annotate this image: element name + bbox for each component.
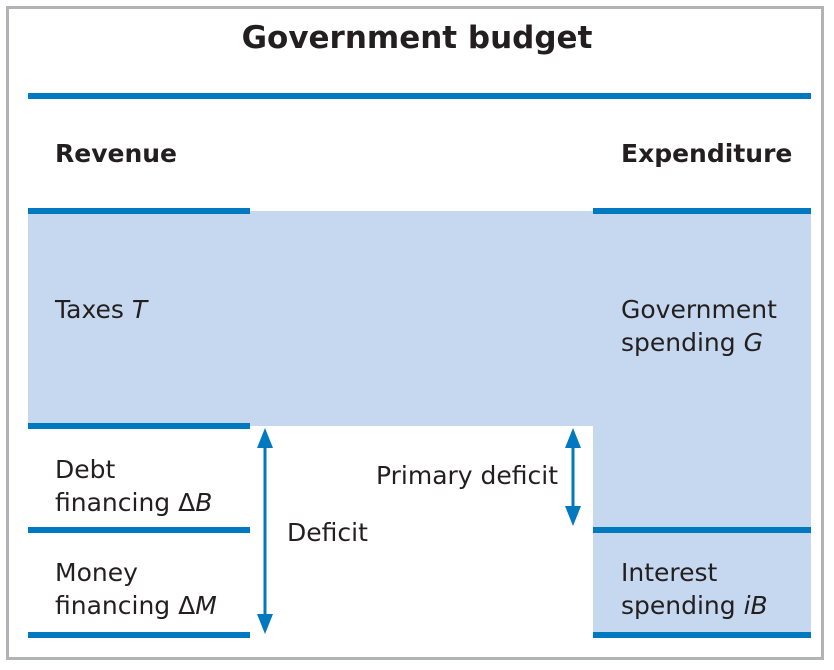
expenditure-heading: Expenditure	[621, 139, 793, 168]
deficit-label: Deficit	[287, 518, 368, 547]
interest-spending-block	[593, 530, 811, 636]
money-bottom-rule	[28, 632, 250, 638]
money-financing-label: Money financing ΔM	[55, 558, 217, 620]
debt-bottom-rule	[28, 527, 250, 533]
revenue-top-rule	[28, 208, 250, 214]
taxes-label: Taxes T	[55, 295, 148, 324]
spending-extension-block	[593, 426, 811, 530]
revenue-heading: Revenue	[55, 139, 178, 168]
interest-bottom-rule	[593, 632, 811, 638]
primary-deficit-arrow	[565, 428, 581, 526]
primary-deficit-label: Primary deficit	[376, 461, 559, 490]
taxes-bottom-rule	[28, 423, 250, 429]
interest-spending-label: Interest spending iB	[621, 558, 768, 620]
spending-bottom-rule	[593, 527, 811, 533]
expenditure-top-rule	[593, 208, 811, 214]
government-spending-label: Government spending G	[621, 295, 777, 357]
taxes-spending-band	[28, 211, 811, 426]
deficit-arrow	[257, 428, 273, 634]
debt-financing-label: Debt financing ΔB	[55, 455, 213, 517]
title-rule	[28, 93, 811, 99]
diagram-title: Government budget	[241, 20, 593, 56]
